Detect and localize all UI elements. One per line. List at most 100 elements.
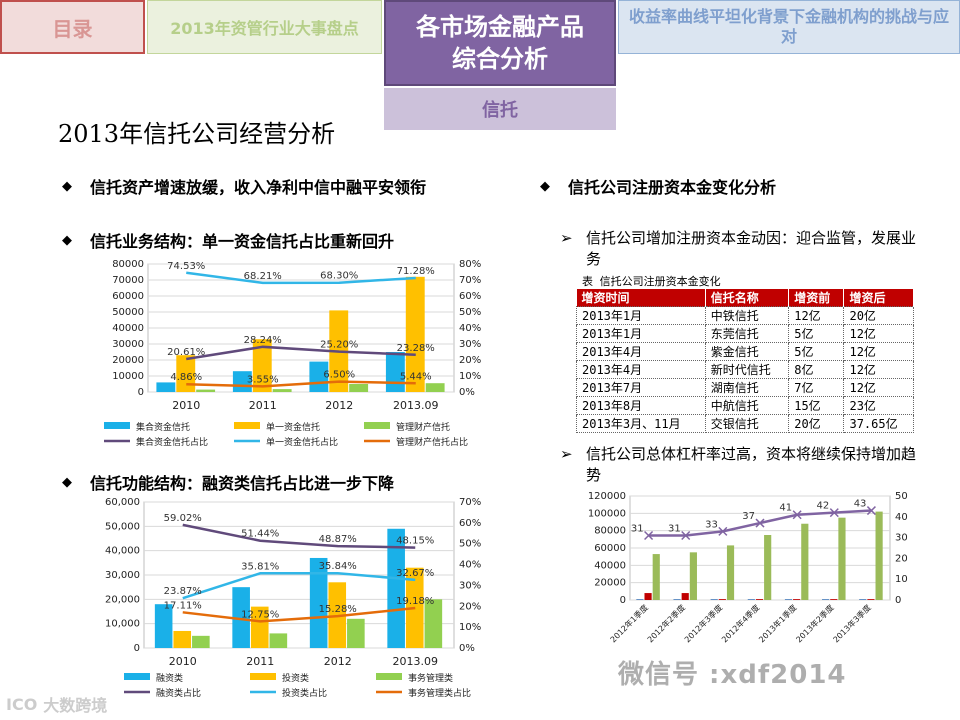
diamond-bullet-icon: ◆ (62, 232, 72, 248)
x-tick-label: 2010 (169, 655, 197, 668)
y-tick-label: 50000 (112, 307, 144, 318)
bar (830, 599, 838, 600)
series-line (182, 571, 416, 600)
y-tick-label: 30000 (112, 339, 144, 350)
table-row: 2013年1月 中铁信托 12亿 20亿 (576, 306, 914, 325)
table-cell: 中航信托 (704, 396, 790, 415)
bar (718, 599, 726, 600)
registered-capital-table: 增资时间 信托名称 增资前 增资后 2013年1月 中铁信托 12亿 20亿 2013年1月东… (576, 289, 914, 433)
y-tick-label: 40000 (594, 560, 626, 571)
legend-label: 单一资金信托 (266, 421, 320, 433)
x-tick-label: 2013年1季度 (757, 602, 799, 644)
legend-label: 集合资金信托占比 (136, 436, 208, 448)
y2-tick-label: 0% (459, 387, 475, 398)
legend-swatch (124, 673, 150, 680)
y-tick-label: 20000 (112, 355, 144, 366)
table-cell: 中铁信托 (704, 306, 790, 325)
data-label: 31 (668, 524, 681, 535)
data-label: 68.21% (244, 271, 282, 282)
data-label: 43 (854, 499, 867, 510)
bar (176, 355, 196, 392)
table-cell: 7亿 (788, 378, 845, 397)
nav-subtab-trust[interactable]: 信托 (384, 88, 616, 130)
diamond-bullet-icon: ◆ (62, 178, 72, 194)
y-tick-label: 40000 (112, 323, 144, 334)
y2-tick-label: 10 (895, 574, 908, 585)
legend-swatch (250, 673, 276, 680)
data-label: 4.86% (170, 372, 202, 383)
table-cell: 2013年1月 (576, 306, 706, 325)
data-label: 23.87% (164, 586, 202, 597)
nav-tab-yield-curve[interactable]: 收益率曲线平坦化背景下金融机构的挑战与应对 (618, 0, 960, 54)
data-label: 48.87% (319, 534, 357, 545)
series-line (182, 606, 416, 623)
y2-tick-label: 10% (459, 371, 481, 382)
y2-tick-label: 0% (459, 643, 475, 654)
table-cell: 2013年8月 (576, 396, 706, 415)
data-label: 31 (631, 524, 644, 535)
series-line (186, 271, 416, 285)
sub-bullet-text: 信托公司增加注册资本金动因：迎合监管，发展业务 (586, 229, 917, 268)
y2-tick-label: 70% (459, 275, 481, 286)
y2-tick-label: 50% (459, 539, 481, 550)
nav-tab-contents[interactable]: 目录 (0, 0, 145, 54)
watermark-logo-mark: ICO (6, 694, 38, 714)
y2-tick-label: 50 (895, 491, 908, 502)
table-cell: 20亿 (843, 306, 914, 325)
y-tick-label: 70000 (112, 275, 144, 286)
legend-label: 投资类占比 (282, 687, 327, 699)
bullet-text: 信托功能结构：融资类信托占比进一步下降 (90, 474, 395, 493)
data-label: 35.84% (319, 561, 357, 572)
watermark-logo-text: 大数跨境 (43, 696, 108, 715)
table-row: 2013年7月 湖南信托 7亿 12亿 (576, 378, 914, 397)
bullet-function-structure: ◆ 信托功能结构：融资类信托占比进一步下降 (62, 470, 394, 494)
data-label: 71.28% (397, 266, 435, 277)
y-tick-label: 100000 (588, 508, 626, 519)
y-tick-label: 60,000 (105, 497, 140, 508)
bar (173, 630, 192, 648)
y2-tick-label: 40 (895, 512, 908, 523)
table-cell: 2013年4月 (576, 360, 706, 379)
x-tick-label: 2012年2季度 (645, 602, 687, 644)
y-tick-label: 20000 (594, 578, 626, 589)
table-cell: 20亿 (788, 414, 845, 433)
y2-tick-label: 40% (459, 560, 481, 571)
table-cell: 5亿 (788, 342, 845, 361)
nav-tab-market-analysis[interactable]: 各市场金融产品 综合分析 (384, 0, 616, 86)
bar (272, 389, 292, 392)
arrow-bullet-icon: ➢ (560, 445, 573, 463)
y-tick-label: 80000 (594, 526, 626, 537)
x-tick-label: 2012 (325, 399, 353, 412)
data-label: 41 (779, 503, 792, 514)
sub-bullet-leverage: ➢ 信托公司总体杠杆率过高，资本将继续保持增加趋势 (560, 444, 916, 486)
table-header-row: 增资时间 信托名称 增资前 增资后 (576, 289, 914, 307)
table-cell: 2013年7月 (576, 378, 706, 397)
y2-tick-label: 80% (459, 259, 481, 270)
y-tick-label: 80000 (112, 259, 144, 270)
table-cell: 15亿 (788, 396, 845, 415)
data-label: 74.53% (167, 261, 205, 272)
bar (859, 599, 867, 600)
legend-label: 管理财产信托占比 (396, 436, 468, 448)
data-label: 23.28% (397, 343, 435, 354)
table-row: 2013年4月 新时代信托 8亿 12亿 (576, 360, 914, 379)
leverage-chart: 0 20000 40000 60000 80000 100000 120000 0 10 20 30… (588, 491, 908, 644)
watermark-logo: ICO 大数跨境 (6, 692, 107, 716)
x-tick-label: 2012年4季度 (719, 602, 761, 644)
table-cell: 12亿 (843, 324, 914, 343)
y2-tick-label: 40% (459, 323, 481, 334)
table-caption: 表 信托公司注册资本金变化 (582, 275, 721, 288)
y2-tick-label: 60% (459, 291, 481, 302)
x-tick-label: 2012 (324, 655, 352, 668)
x-tick-label: 2013.09 (393, 655, 439, 668)
table-body: 2013年1月 中铁信托 12亿 20亿 2013年1月 东莞信托 5亿 12亿 2013年4月… (576, 306, 914, 433)
y-tick-label: 0 (134, 643, 140, 654)
data-label: 68.30% (320, 271, 358, 282)
bar (269, 633, 288, 648)
nav-tab-events-review[interactable]: 2013年资管行业大事盘点 (147, 0, 382, 54)
y2-tick-label: 30 (895, 533, 908, 544)
data-label: 48.15% (396, 536, 434, 547)
data-label: 20.61% (167, 347, 205, 358)
bar (192, 635, 210, 648)
y2-tick-label: 20 (895, 553, 908, 564)
